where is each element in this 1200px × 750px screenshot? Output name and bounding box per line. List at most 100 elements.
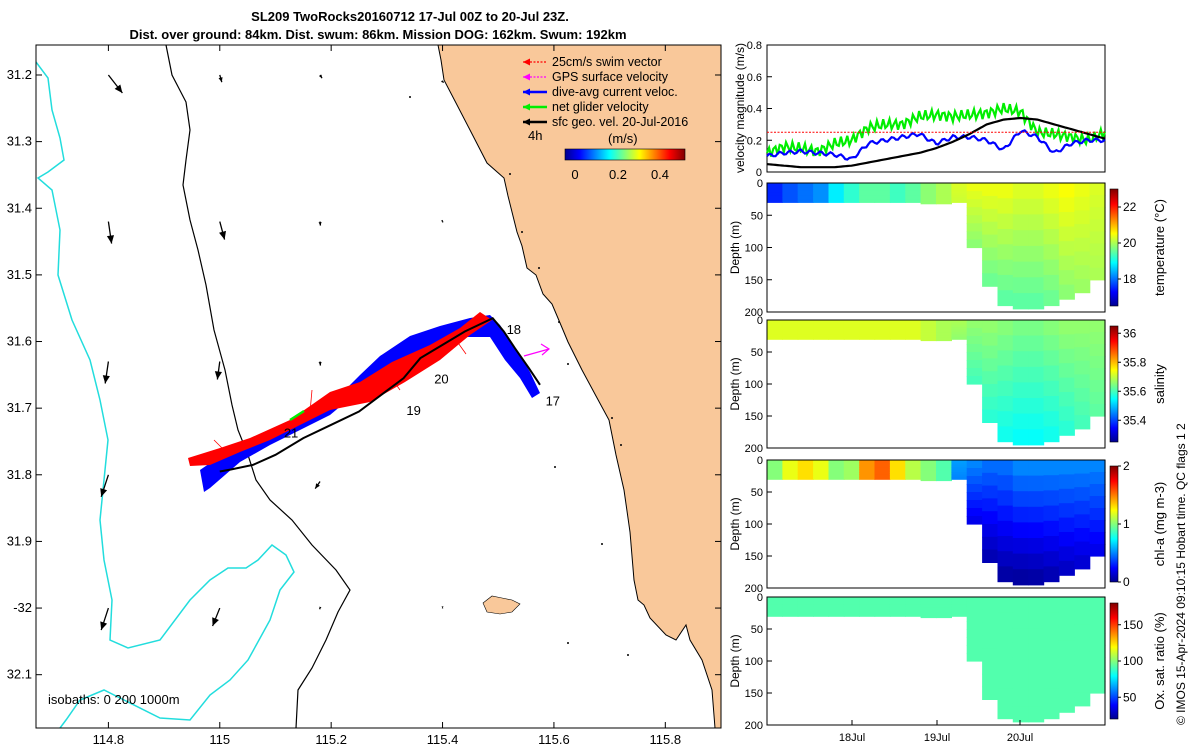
section-cell	[966, 637, 983, 646]
section-cell	[905, 613, 922, 617]
section-cell	[782, 597, 799, 600]
section-cell	[767, 467, 783, 471]
section-cell	[889, 199, 906, 203]
section-cell	[828, 199, 845, 203]
map-xtick-label: 115	[209, 732, 230, 747]
section-cell	[982, 332, 999, 347]
section-ytick-label: 100	[745, 243, 763, 255]
section-cell	[920, 467, 937, 471]
section-cell	[797, 336, 814, 340]
section-cell	[767, 462, 783, 466]
section-cell	[997, 213, 1014, 230]
section-cell	[889, 322, 906, 326]
section-cell	[966, 645, 983, 654]
colorbar-tick-0: 0	[571, 167, 578, 182]
section-cell	[920, 337, 937, 342]
section-cell	[874, 609, 891, 612]
section-cell	[1012, 413, 1029, 430]
section-cell	[905, 187, 922, 191]
section-cell	[813, 611, 830, 615]
section-cell	[1012, 553, 1029, 570]
section-cell	[859, 336, 876, 340]
section-cell	[797, 462, 814, 466]
legend-arrowhead	[523, 73, 530, 81]
section-cell	[859, 609, 876, 612]
section-cell	[1043, 244, 1060, 261]
land-area	[438, 45, 721, 728]
section-cell	[1074, 541, 1091, 556]
section-cell	[874, 327, 891, 331]
section-cell	[936, 322, 952, 326]
section-cell	[889, 187, 906, 191]
section-cell	[767, 195, 783, 199]
section-cell	[1012, 320, 1029, 337]
velocity-ylabel: velocity magnitude (m/s)	[733, 43, 747, 173]
section-cell	[997, 475, 1014, 491]
section-cell	[843, 611, 860, 615]
section-cell	[920, 322, 937, 326]
section-cell	[767, 322, 783, 326]
section-cell	[859, 611, 876, 615]
section-cell	[767, 183, 783, 186]
section-cell	[1012, 351, 1029, 368]
section-cell	[982, 195, 999, 210]
section-cell	[951, 199, 968, 203]
section-cell	[1089, 681, 1106, 694]
section-cell	[1089, 609, 1106, 622]
section-cell	[874, 469, 891, 473]
legend-arrowhead	[523, 118, 530, 126]
section-cell	[767, 197, 783, 201]
section-cell	[813, 197, 830, 201]
section-cell	[997, 229, 1014, 245]
section-cell	[828, 195, 845, 199]
section-cell	[951, 329, 968, 333]
geo-vector-head	[100, 621, 108, 631]
section-cell	[936, 599, 952, 603]
section-cell	[797, 332, 814, 335]
section-cell	[889, 476, 906, 480]
section-cell	[920, 327, 937, 331]
section-cell	[997, 350, 1014, 367]
section-ytick-label: 200	[745, 307, 763, 319]
section-cell	[997, 703, 1014, 720]
section-cell	[936, 188, 952, 192]
track-label: 18	[507, 322, 521, 337]
section-cell	[813, 192, 830, 196]
section-cell	[828, 462, 845, 466]
section-cell	[905, 190, 922, 194]
section-ytick-label: 50	[751, 624, 763, 636]
section-cell	[951, 609, 968, 612]
section-cell	[997, 688, 1014, 704]
section-cell	[889, 327, 906, 331]
vel-ytick-label: 0.8	[747, 40, 762, 52]
section-cell	[828, 185, 845, 189]
section-cell	[1028, 245, 1045, 263]
section-cell	[966, 207, 983, 216]
gps-velocity-arrow	[523, 343, 551, 357]
section-cell	[982, 485, 999, 499]
section-cell	[889, 332, 906, 335]
section-cell	[1012, 706, 1029, 723]
section-cell	[1074, 678, 1091, 693]
section-cell	[797, 464, 814, 468]
section-cell	[767, 320, 783, 323]
section-cell	[951, 467, 968, 471]
section-cell	[843, 476, 860, 480]
section-cell	[1074, 514, 1091, 529]
section-cell	[936, 477, 952, 482]
section-cell	[843, 322, 860, 326]
section-ytick-label: 50	[751, 210, 763, 222]
section-cell	[767, 329, 783, 333]
section-cell	[1043, 213, 1060, 230]
section-cell	[797, 599, 814, 603]
section-cell	[1058, 255, 1075, 271]
section-cell	[859, 467, 876, 471]
section-cell	[797, 183, 814, 186]
section-cell	[920, 602, 937, 606]
section-cell	[1074, 610, 1091, 625]
section-cell	[843, 190, 860, 194]
section-cell	[1058, 363, 1075, 379]
section-cell	[1089, 633, 1106, 646]
section-cell	[936, 470, 952, 474]
